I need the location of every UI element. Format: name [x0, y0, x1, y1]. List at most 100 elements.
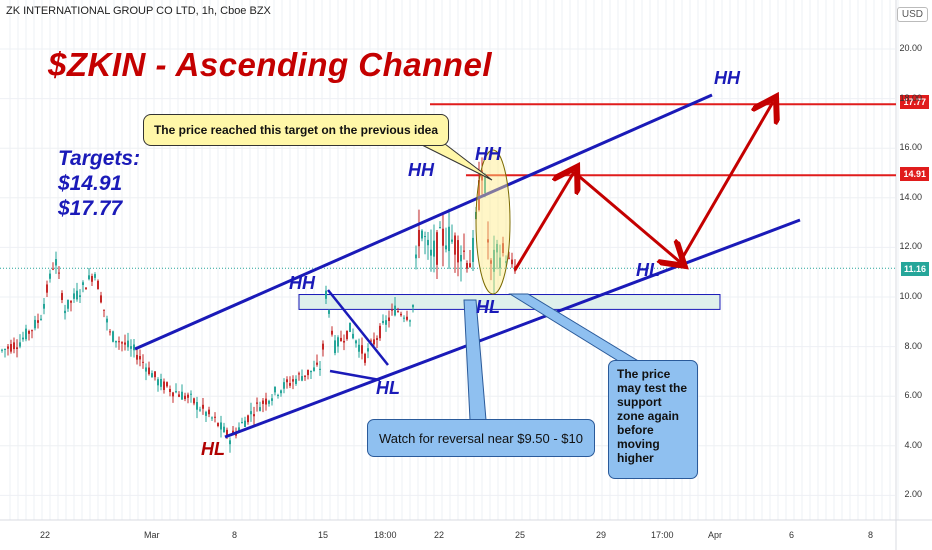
- hh-label-peak: HH: [475, 144, 501, 164]
- candle-body: [391, 309, 393, 311]
- candle-body: [49, 273, 51, 279]
- candle-body: [487, 239, 489, 243]
- candle-body: [400, 313, 402, 316]
- candle-body: [73, 293, 75, 299]
- candle-body: [484, 176, 486, 194]
- candle-body: [277, 394, 279, 396]
- channel-upper-line: [134, 93, 713, 351]
- candle-body: [253, 414, 255, 417]
- hh-label-right: HH: [714, 68, 740, 88]
- candle-body: [460, 254, 462, 262]
- x-tick-label: 22: [40, 530, 51, 540]
- candle-body: [286, 379, 288, 383]
- candle-body: [148, 367, 150, 375]
- candle-body: [181, 391, 183, 400]
- candle-body: [139, 356, 141, 360]
- candle-body: [55, 259, 57, 266]
- candle-body: [379, 325, 381, 339]
- hl-label-left: HL: [201, 439, 225, 459]
- candle-body: [436, 232, 438, 265]
- candle-body: [505, 260, 507, 263]
- candle-body: [196, 402, 198, 410]
- x-tick-label: 25: [515, 530, 526, 540]
- candle-body: [13, 342, 15, 350]
- candle-body: [97, 280, 99, 290]
- candle-body: [310, 370, 312, 373]
- price-badge-14-91: 14.91: [900, 167, 929, 181]
- candle-body: [157, 379, 159, 386]
- support-test-callout: The price may test the support zone agai…: [608, 360, 698, 479]
- candle-body: [508, 257, 510, 259]
- candle-body: [430, 249, 432, 256]
- hh-label-left: HH: [289, 273, 315, 293]
- candle-body: [106, 318, 108, 323]
- y-tick-label: 10.00: [899, 291, 922, 301]
- candle-body: [334, 340, 336, 354]
- candle-body: [115, 340, 117, 343]
- y-tick-label: 12.00: [899, 241, 922, 252]
- y-tick-label: 18.00: [899, 92, 922, 103]
- candle-body: [202, 404, 204, 409]
- candle-body: [76, 290, 78, 300]
- candle-body: [178, 394, 180, 397]
- y-tick-label: 20.00: [899, 43, 922, 53]
- candle-body: [382, 320, 384, 323]
- candle-body: [208, 409, 210, 415]
- candle-body: [358, 344, 360, 352]
- candle-body: [88, 275, 90, 280]
- y-tick-label: 2.00: [904, 489, 922, 500]
- candle-body: [427, 239, 429, 246]
- hl-label-right: HL: [636, 260, 660, 280]
- candle-body: [262, 400, 264, 404]
- candle-body: [298, 373, 300, 375]
- candle-body: [328, 310, 330, 314]
- candle-body: [40, 318, 42, 320]
- candle-body: [394, 305, 396, 316]
- candle-body: [469, 263, 471, 268]
- target-1-label: $14.91: [58, 172, 123, 195]
- currency-button[interactable]: USD: [896, 7, 928, 22]
- candle-body: [373, 339, 375, 345]
- candle-body: [58, 272, 60, 274]
- candle-body: [199, 409, 201, 411]
- candle-body: [34, 319, 36, 329]
- candle-body: [169, 388, 171, 393]
- projection-arrow-up-2: [678, 102, 773, 263]
- candle-body: [61, 293, 63, 300]
- candle-body: [355, 340, 357, 344]
- candle-body: [79, 295, 81, 297]
- candle-body: [145, 367, 147, 372]
- candle-body: [319, 368, 321, 370]
- candle-body: [52, 268, 54, 270]
- candle-body: [187, 394, 189, 398]
- candle-body: [502, 243, 504, 254]
- candle-body: [496, 243, 498, 253]
- x-tick-label: 18:00: [374, 530, 397, 540]
- projection-arrow-up-1: [513, 172, 574, 271]
- candle-body: [226, 429, 228, 437]
- candle-body: [304, 375, 306, 377]
- candle-body: [70, 300, 72, 303]
- candle-body: [244, 420, 246, 428]
- target-2-label: $17.77: [58, 197, 123, 220]
- candle-body: [16, 347, 18, 349]
- candle-body: [217, 423, 219, 426]
- candle-body: [478, 180, 480, 210]
- candle-body: [295, 378, 297, 384]
- price-badge-11-16: 11.16: [900, 262, 929, 276]
- candle-body: [364, 353, 366, 363]
- candle-body: [337, 337, 339, 347]
- channel-lower-line: [224, 218, 801, 439]
- candle-body: [205, 411, 207, 416]
- swing-line-down: [327, 289, 389, 366]
- x-tick-label: 22: [434, 530, 445, 540]
- candle-body: [499, 257, 501, 269]
- candle-body: [211, 417, 213, 419]
- candle-body: [349, 322, 351, 332]
- candle-body: [352, 333, 354, 339]
- candle-body: [433, 240, 435, 257]
- x-tick-label: 15: [318, 530, 329, 540]
- candle-body: [448, 226, 450, 252]
- candle-body: [166, 382, 168, 387]
